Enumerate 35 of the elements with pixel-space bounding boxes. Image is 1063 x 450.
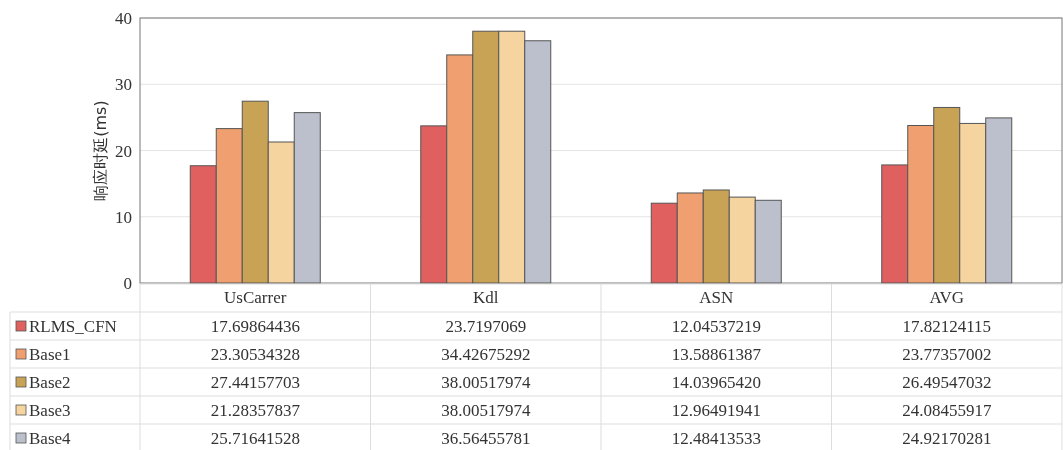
data-label: 24.08455917 xyxy=(902,401,992,420)
y-tick-label: 10 xyxy=(115,207,132,227)
data-label: 24.92170281 xyxy=(902,429,992,448)
x-tick-label: ASN xyxy=(699,288,734,307)
data-label: 38.00517974 xyxy=(441,401,531,420)
y-tick-label: 40 xyxy=(115,9,132,28)
y-tick-label: 30 xyxy=(115,75,132,95)
y-axis-title: 响应时延(ms) xyxy=(91,100,110,201)
data-label: 17.82124115 xyxy=(902,317,992,336)
x-tick-label: AVG xyxy=(929,288,965,307)
x-tick-label: Kdl xyxy=(473,288,499,307)
data-label: 27.44157703 xyxy=(210,373,300,392)
x-tick-label: UsCarrer xyxy=(224,288,287,307)
legend-label: Base3 xyxy=(29,401,71,420)
data-label: 38.00517974 xyxy=(441,373,531,392)
data-label: 17.69864436 xyxy=(210,317,300,336)
data-label: 34.42675292 xyxy=(441,345,531,364)
data-label: 21.28357837 xyxy=(210,401,301,420)
y-tick-label: 20 xyxy=(115,141,132,161)
data-label: 12.48413533 xyxy=(671,429,761,448)
data-label: 14.03965420 xyxy=(671,373,761,392)
legend-label: Base1 xyxy=(29,345,71,364)
legend-label: Base4 xyxy=(29,429,72,448)
data-label: 12.04537219 xyxy=(671,317,761,336)
data-label: 12.96491941 xyxy=(671,401,761,420)
y-tick-label: 0 xyxy=(123,274,132,293)
data-label: 23.7197069 xyxy=(445,317,527,336)
legend-label: RLMS_CFN xyxy=(29,317,117,336)
data-label: 36.56455781 xyxy=(441,429,531,448)
data-label: 13.58861387 xyxy=(671,345,762,364)
legend-label: Base2 xyxy=(29,373,71,392)
data-label: 23.30534328 xyxy=(210,345,300,364)
data-label: 26.49547032 xyxy=(902,373,992,392)
data-label: 23.77357002 xyxy=(902,345,992,364)
data-label: 25.71641528 xyxy=(210,429,300,448)
